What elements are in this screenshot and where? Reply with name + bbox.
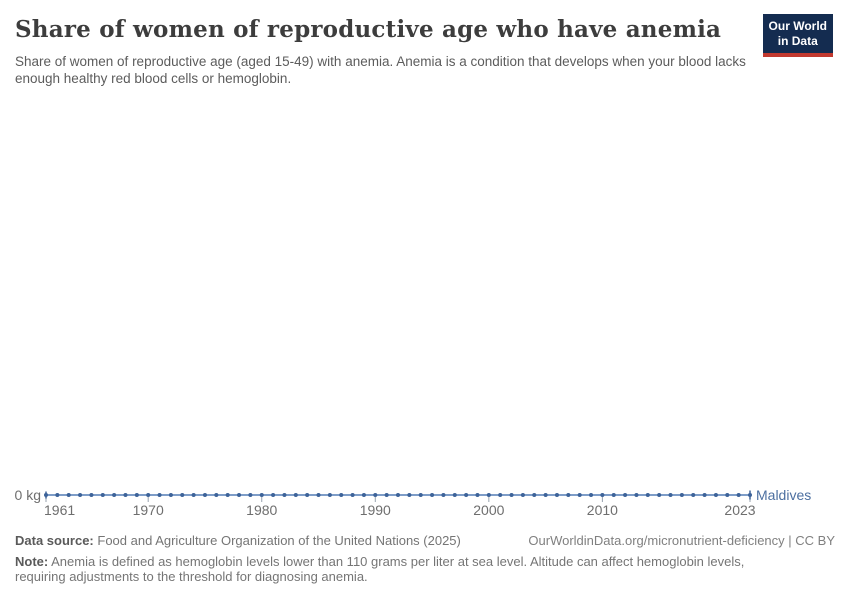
data-point-marker[interactable]: [248, 492, 253, 497]
data-point-marker[interactable]: [361, 492, 366, 497]
chart-area: 1961 1970 1980 1990 2000 2010 2023 0 kg Maldives: [0, 87, 850, 531]
data-point-marker[interactable]: [509, 492, 514, 497]
entity-label[interactable]: Maldives: [756, 487, 811, 503]
owid-logo: Our World in Data: [762, 14, 833, 57]
data-point-marker[interactable]: [237, 492, 242, 497]
data-point-marker[interactable]: [316, 492, 321, 497]
chart-note: Note: Anemia is defined as hemoglobin le…: [15, 554, 763, 585]
data-point-marker[interactable]: [146, 492, 151, 497]
data-point-marker[interactable]: [623, 492, 628, 497]
x-axis-label: 1990: [360, 502, 391, 518]
data-point-marker[interactable]: [736, 492, 741, 497]
x-axis-label: 1980: [246, 502, 277, 518]
data-source: Data source: Food and Agriculture Organi…: [15, 533, 461, 548]
data-point-marker[interactable]: [691, 492, 696, 497]
data-point-marker[interactable]: [89, 492, 94, 497]
data-point-marker[interactable]: [350, 492, 355, 497]
chart-footer: Data source: Food and Agriculture Organi…: [0, 531, 850, 585]
data-point-marker[interactable]: [100, 492, 105, 497]
data-point-marker[interactable]: [713, 492, 718, 497]
data-point-marker[interactable]: [543, 492, 548, 497]
data-point-marker[interactable]: [214, 492, 219, 497]
data-point-marker[interactable]: [66, 492, 71, 497]
data-point-marker[interactable]: [668, 492, 673, 497]
data-point-marker[interactable]: [225, 492, 230, 497]
data-point-marker[interactable]: [293, 492, 298, 497]
data-source-text: Food and Agriculture Organization of the…: [97, 532, 461, 548]
data-point-marker[interactable]: [168, 492, 173, 497]
data-point-marker[interactable]: [396, 492, 400, 497]
data-point-marker[interactable]: [418, 492, 423, 497]
data-point-marker[interactable]: [532, 492, 537, 497]
data-point-marker[interactable]: [725, 492, 730, 497]
data-point-marker[interactable]: [634, 492, 639, 497]
data-point-marker[interactable]: [566, 492, 571, 497]
data-point-marker[interactable]: [112, 492, 117, 497]
data-point-marker[interactable]: [305, 492, 310, 497]
data-point-marker[interactable]: [339, 492, 344, 497]
data-point-marker[interactable]: [600, 492, 605, 497]
data-point-marker[interactable]: [589, 492, 594, 497]
data-point-marker[interactable]: [577, 492, 582, 497]
data-point-marker[interactable]: [134, 492, 139, 497]
data-source-label: Data source:: [15, 532, 94, 548]
chart-subtitle: Share of women of reproductive age (aged…: [15, 53, 746, 86]
data-point-marker[interactable]: [123, 492, 128, 497]
data-point-marker[interactable]: [180, 492, 185, 497]
chart-header: Share of women of reproductive age who h…: [0, 0, 850, 87]
data-point-marker[interactable]: [327, 492, 332, 497]
data-point-marker[interactable]: [384, 492, 389, 497]
data-point-marker[interactable]: [554, 492, 559, 497]
data-point-marker[interactable]: [78, 492, 83, 497]
x-axis-label: 2000: [473, 502, 504, 518]
data-point-marker[interactable]: [520, 492, 525, 497]
data-point-marker[interactable]: [157, 492, 162, 497]
owid-logo-line2: in Data: [777, 34, 818, 48]
source-row: Data source: Food and Agriculture Organi…: [15, 533, 835, 548]
data-point-marker[interactable]: [282, 492, 287, 497]
note-text: Anemia is defined as hemoglobin levels l…: [15, 553, 745, 585]
data-point-marker[interactable]: [702, 492, 707, 497]
line-chart: 1961 1970 1980 1990 2000 2010 2023 0 kg Maldives: [15, 487, 812, 518]
data-point-marker[interactable]: [202, 492, 207, 497]
data-point-marker[interactable]: [498, 492, 503, 497]
x-axis-label: 2023: [724, 502, 755, 518]
data-point-marker[interactable]: [464, 492, 469, 497]
data-point-marker[interactable]: [452, 492, 457, 497]
data-point-marker[interactable]: [373, 492, 378, 497]
x-axis-label: 1961: [44, 502, 75, 518]
data-point-marker[interactable]: [441, 492, 446, 497]
data-point-marker[interactable]: [55, 492, 60, 497]
page-title: Share of women of reproductive age who h…: [15, 16, 722, 43]
data-point-marker[interactable]: [486, 492, 491, 497]
y-axis-label: 0 kg: [15, 487, 41, 503]
note-label: Note:: [15, 553, 49, 569]
data-point-marker[interactable]: [657, 492, 662, 497]
data-point-marker[interactable]: [259, 492, 264, 497]
data-point-marker[interactable]: [645, 492, 650, 497]
data-point-marker[interactable]: [407, 492, 412, 497]
data-point-marker[interactable]: [611, 492, 616, 497]
owid-logo-line1: Our World: [768, 19, 827, 33]
data-point-marker[interactable]: [475, 492, 480, 497]
data-point-marker[interactable]: [271, 492, 276, 497]
data-point-marker[interactable]: [430, 492, 435, 497]
attribution-link[interactable]: OurWorldinData.org/micronutrient-deficie…: [528, 532, 835, 548]
data-point-marker[interactable]: [191, 492, 196, 497]
x-axis-label: 1970: [133, 502, 164, 518]
x-axis-label: 2010: [587, 502, 618, 518]
data-point-marker[interactable]: [679, 492, 684, 497]
